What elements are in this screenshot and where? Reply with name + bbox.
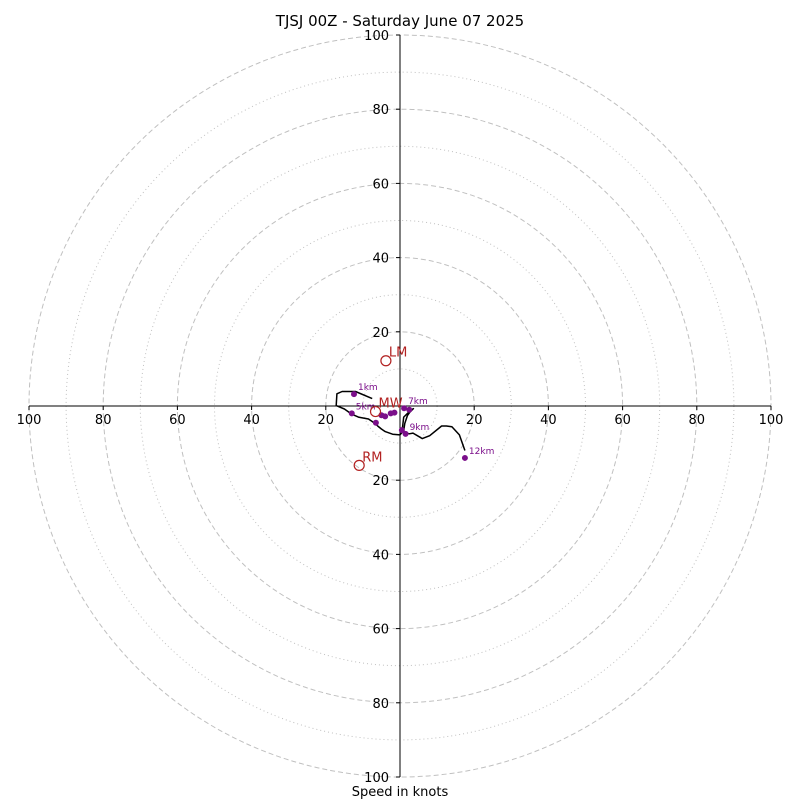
motion-marker-point bbox=[380, 355, 392, 367]
height-marker-point bbox=[398, 427, 405, 434]
y-tick-label: 20 bbox=[372, 326, 389, 341]
height-marker-label: 12km bbox=[469, 447, 494, 457]
x-tick-label: 60 bbox=[614, 413, 631, 428]
x-tick-label: 20 bbox=[466, 413, 483, 428]
height-marker-point bbox=[402, 430, 409, 437]
height-marker-label: 7km bbox=[408, 397, 428, 407]
x-tick-label: 100 bbox=[759, 413, 784, 428]
axes: 100 80 60 40 20 20 40 60 80 100 100 80 60 40 20 20 40 60 8… bbox=[17, 29, 784, 786]
y-tick-label: 100 bbox=[364, 29, 389, 44]
x-tick-label: 40 bbox=[540, 413, 557, 428]
chart-title: TJSJ 00Z - Saturday June 07 2025 bbox=[275, 12, 524, 30]
y-tick-label: 80 bbox=[372, 103, 389, 118]
y-tick-label: 80 bbox=[372, 697, 389, 712]
height-marker-point bbox=[372, 419, 379, 426]
height-marker-label: 1km bbox=[358, 383, 378, 393]
x-tick-label: 80 bbox=[95, 413, 112, 428]
motion-marker-label: RM bbox=[362, 450, 382, 465]
x-axis-label: Speed in knots bbox=[352, 785, 449, 800]
height-marker-label: 5km bbox=[356, 402, 376, 412]
motion-marker-label: LM bbox=[389, 346, 407, 361]
motion-marker-point bbox=[353, 459, 365, 471]
height-marker-point bbox=[461, 454, 468, 461]
x-tick-label: 60 bbox=[169, 413, 186, 428]
height-marker-point bbox=[391, 409, 398, 416]
height-marker-point bbox=[350, 391, 357, 398]
x-tick-label: 20 bbox=[318, 413, 335, 428]
x-tick-label: 80 bbox=[689, 413, 706, 428]
height-marker-point bbox=[348, 410, 355, 417]
y-tick-label: 40 bbox=[372, 252, 389, 267]
y-tick-label: 100 bbox=[364, 771, 389, 786]
x-tick-label: 40 bbox=[243, 413, 260, 428]
height-marker-point bbox=[382, 413, 389, 420]
storm-motion-markers: LM MW RM bbox=[353, 346, 407, 471]
height-marker-point bbox=[401, 405, 408, 412]
height-markers: 1km 5km 7km 9km 12km bbox=[348, 383, 494, 461]
height-marker-label: 9km bbox=[410, 423, 430, 433]
motion-marker-label: MW bbox=[379, 397, 403, 412]
motion-marker-point bbox=[369, 405, 382, 418]
height-marker-point bbox=[406, 406, 413, 413]
x-tick-label: 100 bbox=[17, 413, 42, 428]
y-tick-label: 60 bbox=[372, 623, 389, 638]
y-tick-label: 20 bbox=[372, 474, 389, 489]
y-tick-label: 60 bbox=[372, 177, 389, 192]
y-tick-label: 40 bbox=[372, 548, 389, 563]
